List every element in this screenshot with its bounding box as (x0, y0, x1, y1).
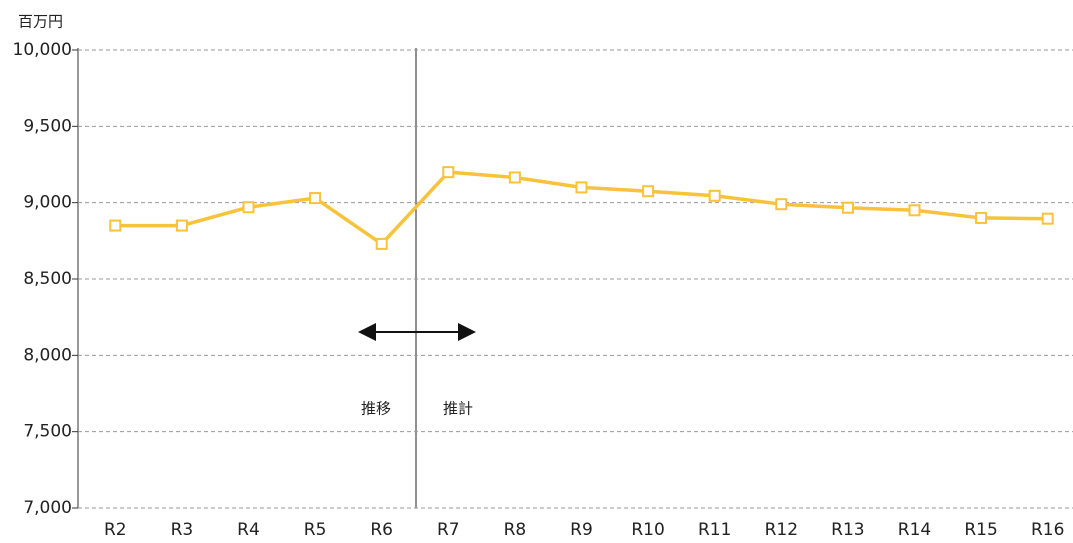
marker (1041, 212, 1054, 225)
y-tick-label: 8,500 (23, 269, 72, 289)
marker (242, 201, 255, 214)
marker (442, 166, 455, 179)
unit-label: 百万円 (18, 13, 63, 31)
marker (575, 181, 588, 194)
arrow-head-right (458, 323, 476, 341)
x-tick-label: R9 (570, 520, 593, 540)
arrow-head-left (358, 323, 376, 341)
marker (775, 198, 788, 211)
x-tick-label: R16 (1031, 520, 1064, 540)
x-tick-label: R5 (304, 520, 327, 540)
marker (375, 237, 388, 250)
marker (508, 171, 521, 184)
marker (175, 219, 188, 232)
x-tick-label: R12 (765, 520, 798, 540)
x-tick-label: R7 (437, 520, 460, 540)
y-tick-label: 9,000 (23, 193, 72, 213)
x-tick-label: R3 (171, 520, 194, 540)
marker (642, 185, 655, 198)
marker (708, 189, 721, 202)
x-tick-label: R15 (964, 520, 997, 540)
marker (309, 192, 322, 205)
y-tick-label: 10,000 (13, 40, 72, 60)
y-tick-label: 8,000 (23, 345, 72, 365)
x-tick-label: R13 (831, 520, 864, 540)
x-tick-label: R11 (698, 520, 731, 540)
x-tick-label: R4 (237, 520, 260, 540)
x-tick-label: R10 (631, 520, 664, 540)
marker (975, 211, 988, 224)
marker (908, 204, 921, 217)
y-tick-label: 9,500 (23, 116, 72, 136)
x-tick-label: R14 (898, 520, 931, 540)
marker (109, 219, 122, 232)
x-tick-label: R6 (370, 520, 393, 540)
y-tick-label: 7,000 (23, 498, 72, 518)
y-tick-label: 7,500 (23, 422, 72, 442)
marker (841, 201, 854, 214)
x-tick-label: R2 (104, 520, 127, 540)
x-tick-label: R8 (504, 520, 527, 540)
annotation: 推計 (443, 400, 473, 418)
annotation: 推移 (361, 400, 391, 418)
